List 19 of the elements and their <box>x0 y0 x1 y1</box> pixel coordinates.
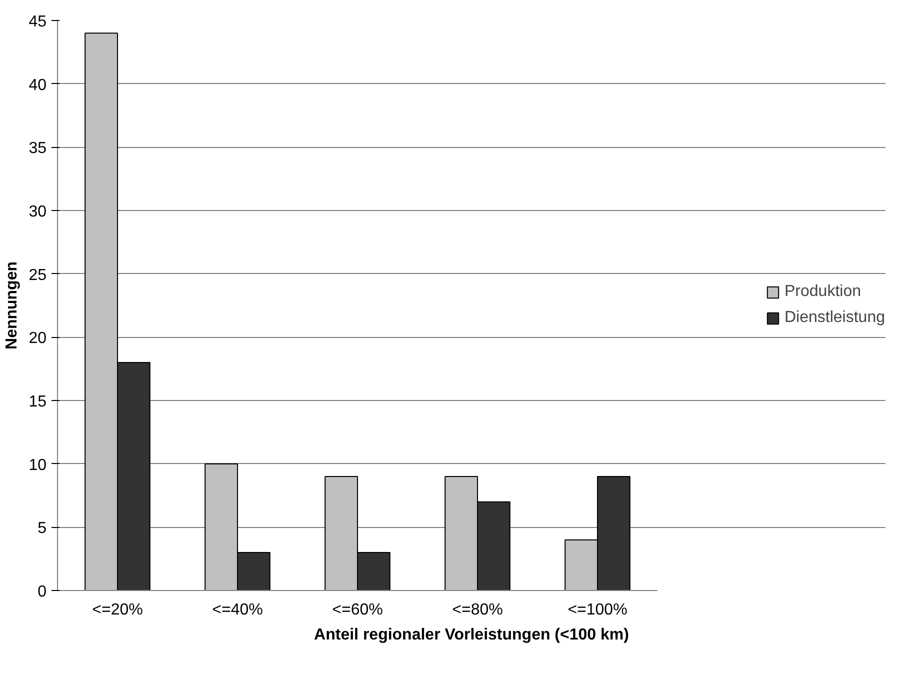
legend-label: Produktion <box>784 283 861 301</box>
y-tick-label: 45 <box>28 14 47 30</box>
y-tick-label: 35 <box>28 140 47 158</box>
y-tick-label: 10 <box>28 456 47 474</box>
y-tick-label: 20 <box>28 330 47 348</box>
y-tick-label: 0 <box>38 584 47 600</box>
x-tick-label: <=20% <box>92 602 143 618</box>
y-tick-label: 25 <box>28 266 47 284</box>
y-tick-label: 15 <box>28 394 47 410</box>
x-tick-label: <=60% <box>332 602 383 618</box>
y-tick-label: 40 <box>28 76 47 94</box>
x-tick-label: <=100% <box>568 602 628 618</box>
legend-label: Dienstleistung <box>784 309 885 327</box>
x-tick-label: <=80% <box>452 602 503 618</box>
y-axis-title: Nennungen <box>4 261 21 350</box>
y-tick-label: 30 <box>28 204 47 220</box>
y-tick-label: 5 <box>38 520 47 538</box>
x-axis-title: Anteil regionaler Vorleistungen (<100 km) <box>314 626 629 644</box>
x-tick-label: <=40% <box>212 602 263 618</box>
